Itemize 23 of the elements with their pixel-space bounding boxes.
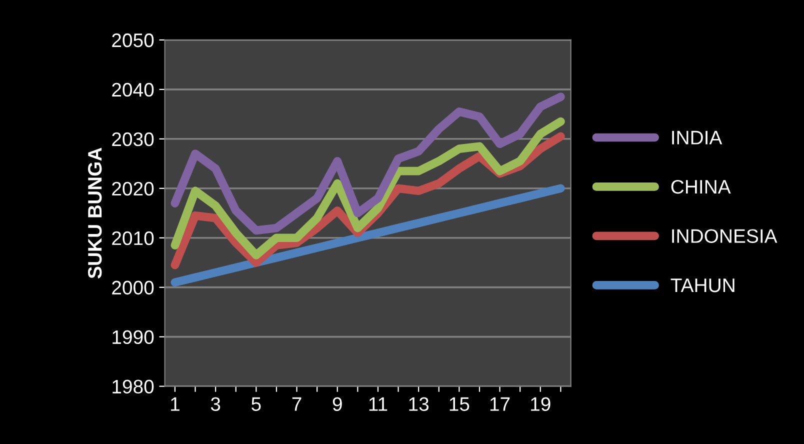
y-tick-label: 1980 [112,380,154,394]
x-tick-label: 1 [171,397,180,411]
legend-label: INDONESIA [672,229,778,243]
legend-label: TAHUN [670,278,734,292]
x-tick-label: 19 [531,397,550,411]
x-tick-label: 17 [490,397,510,411]
y-tick-label: 2050 [112,33,154,48]
y-tick-label: 2030 [112,132,154,146]
x-tick-label: 15 [450,397,470,411]
x-tick-label: 7 [292,397,302,411]
legend-label: CHINA [671,180,731,194]
x-tick-label: 9 [332,397,342,411]
x-tick-label: 13 [409,397,429,411]
y-tick-label: 2010 [112,231,154,246]
y-tick-label: 2000 [112,280,154,295]
x-tick-label: 5 [252,397,261,411]
y-axis-title: SUKU BUNGA [88,148,102,278]
y-tick-label: 2040 [112,82,154,97]
legend-label: INDIA [672,130,722,144]
y-tick-label: 2020 [112,182,154,196]
x-tick-label: 3 [210,397,220,411]
y-tick-label: 1990 [112,330,154,344]
x-tick-label: 11 [369,397,388,411]
